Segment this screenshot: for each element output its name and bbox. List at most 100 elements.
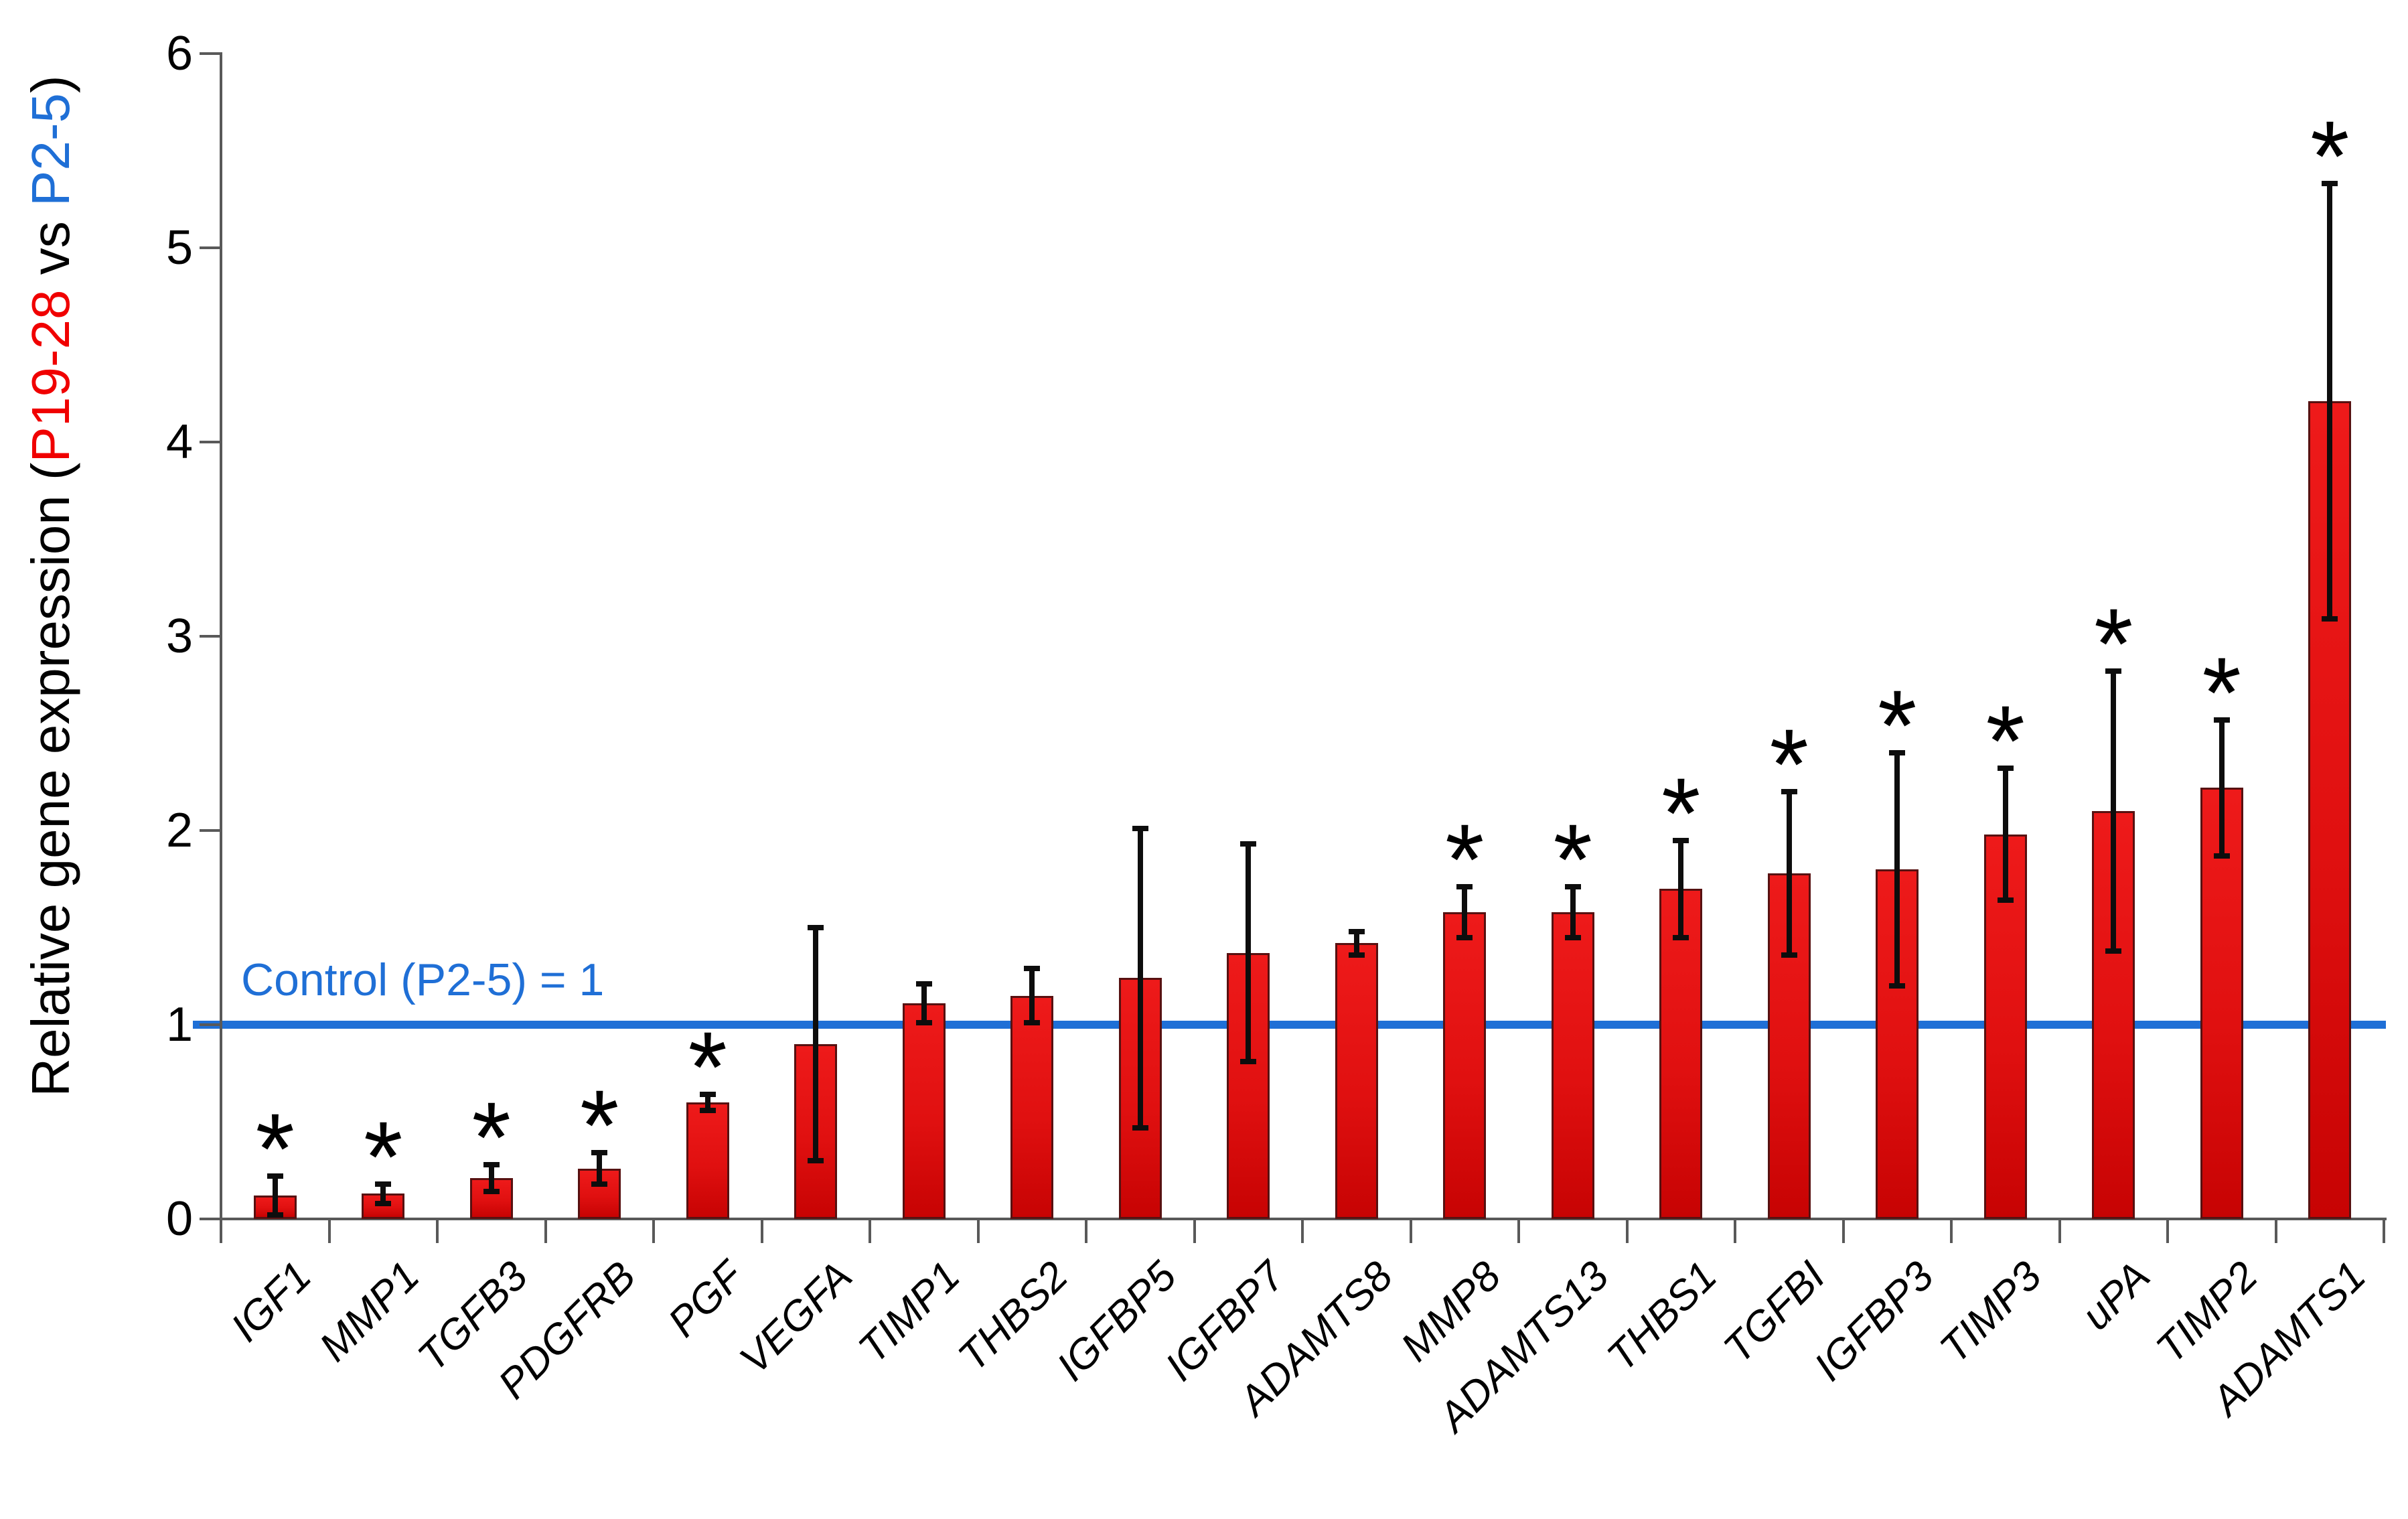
bar — [1335, 943, 1378, 1219]
y-tick — [200, 829, 222, 832]
significance-asterisk: * — [471, 1080, 511, 1194]
error-bar — [597, 1153, 603, 1184]
error-bar-cap-bottom — [375, 1200, 392, 1206]
error-bar-cap-top — [1673, 837, 1689, 843]
error-bar-cap-top — [1564, 884, 1581, 890]
bar — [686, 1102, 729, 1219]
significance-asterisk: * — [364, 1100, 403, 1213]
error-bar-cap-top — [1889, 750, 1906, 755]
error-bar-cap-top — [2322, 181, 2338, 187]
x-tick — [2274, 1219, 2277, 1243]
y-tick — [200, 1218, 222, 1220]
y-tick-label: 6 — [165, 27, 193, 80]
y-tick-label: 0 — [165, 1192, 193, 1246]
x-axis-label: VEGFA — [731, 1252, 861, 1383]
x-axis-label: IGFBP3 — [1805, 1252, 1943, 1390]
error-bar-cap-top — [1132, 826, 1148, 832]
error-bar-cap-bottom — [591, 1181, 608, 1187]
error-bar — [1246, 844, 1252, 1062]
y-axis-title-pre: Relative gene expression ( — [21, 462, 80, 1097]
x-tick — [1734, 1219, 1736, 1243]
error-bar — [1462, 887, 1468, 938]
error-bar — [1894, 753, 1900, 986]
error-bar-cap-top — [1024, 965, 1041, 971]
x-axis-label: PGF — [660, 1252, 753, 1346]
error-bar-cap-bottom — [1781, 952, 1797, 958]
error-bar-cap-top — [699, 1092, 716, 1098]
y-axis-title: Relative gene expression (P19-28 vs P2-5… — [17, 33, 84, 1139]
x-tick — [544, 1219, 547, 1243]
error-bar — [1570, 887, 1576, 938]
error-bar-cap-bottom — [1889, 983, 1906, 989]
bar — [902, 1003, 946, 1219]
error-bar-cap-bottom — [808, 1158, 824, 1163]
y-axis-line — [220, 54, 222, 1243]
error-bar — [380, 1183, 386, 1204]
x-tick — [1409, 1219, 1412, 1243]
y-axis-title-group1: P19-28 — [21, 289, 80, 463]
error-bar — [1029, 968, 1035, 1023]
error-bar-cap-top — [1348, 928, 1365, 934]
significance-asterisk: * — [255, 1092, 295, 1206]
x-tick — [2058, 1219, 2061, 1243]
y-tick — [200, 52, 222, 55]
y-tick — [200, 246, 222, 249]
error-bar — [921, 984, 927, 1023]
error-bar-cap-top — [915, 981, 932, 987]
x-axis-label: uPA — [2073, 1252, 2159, 1339]
x-axis-label: TIMP1 — [850, 1252, 970, 1372]
error-bar-cap-bottom — [2322, 616, 2338, 622]
error-bar-cap-bottom — [915, 1020, 932, 1026]
error-bar-cap-top — [1997, 766, 2014, 772]
error-bar-cap-top — [2105, 668, 2122, 674]
significance-asterisk: * — [688, 1011, 727, 1124]
error-bar — [272, 1176, 278, 1216]
error-bar-cap-top — [591, 1150, 608, 1156]
y-tick-label: 2 — [165, 804, 193, 857]
error-bar-cap-bottom — [1348, 952, 1365, 958]
error-bar-cap-bottom — [2213, 853, 2230, 859]
bar — [1010, 995, 1054, 1219]
error-bar — [1786, 792, 1792, 955]
x-axis-label: THBS1 — [1598, 1252, 1726, 1380]
error-bar — [2218, 719, 2225, 856]
error-bar-cap-top — [267, 1173, 283, 1179]
error-bar-cap-bottom — [1997, 897, 2014, 903]
error-bar-cap-bottom — [1456, 934, 1473, 940]
x-tick — [436, 1219, 439, 1243]
control-line-label: Control (P2-5) = 1 — [241, 954, 605, 1005]
x-tick — [760, 1219, 763, 1243]
x-tick — [1517, 1219, 1520, 1243]
error-bar — [1678, 840, 1684, 938]
significance-asterisk: * — [1445, 803, 1485, 916]
error-bar-cap-bottom — [699, 1107, 716, 1113]
bar — [2200, 788, 2243, 1219]
y-tick — [200, 635, 222, 638]
error-bar — [2327, 184, 2333, 619]
error-bar-cap-top — [483, 1161, 500, 1167]
x-axis-label: IGFBP5 — [1048, 1252, 1186, 1390]
error-bar-cap-top — [375, 1181, 392, 1187]
x-axis-label: TIMP3 — [1931, 1252, 2051, 1372]
error-bar-cap-bottom — [1564, 934, 1581, 940]
error-bar-cap-bottom — [1024, 1020, 1041, 1026]
y-tick-label: 5 — [165, 221, 193, 275]
error-bar-cap-top — [808, 925, 824, 930]
significance-asterisk: * — [580, 1069, 619, 1182]
significance-asterisk: * — [1553, 803, 1592, 916]
error-bar — [2002, 768, 2008, 901]
control-reference-line — [193, 1021, 2386, 1029]
error-bar-cap-top — [1781, 789, 1797, 794]
x-axis-label: IGF1 — [222, 1252, 321, 1351]
x-tick — [1625, 1219, 1629, 1243]
error-bar-cap-bottom — [1673, 934, 1689, 940]
x-tick — [976, 1219, 980, 1243]
error-bar-cap-bottom — [2105, 948, 2122, 954]
x-tick — [1950, 1219, 1953, 1243]
significance-asterisk: * — [2202, 636, 2241, 749]
error-bar-cap-top — [1240, 841, 1257, 847]
error-bar — [488, 1164, 494, 1192]
x-tick — [220, 1219, 222, 1243]
y-tick — [200, 1023, 222, 1026]
error-bar-cap-bottom — [1240, 1059, 1257, 1065]
